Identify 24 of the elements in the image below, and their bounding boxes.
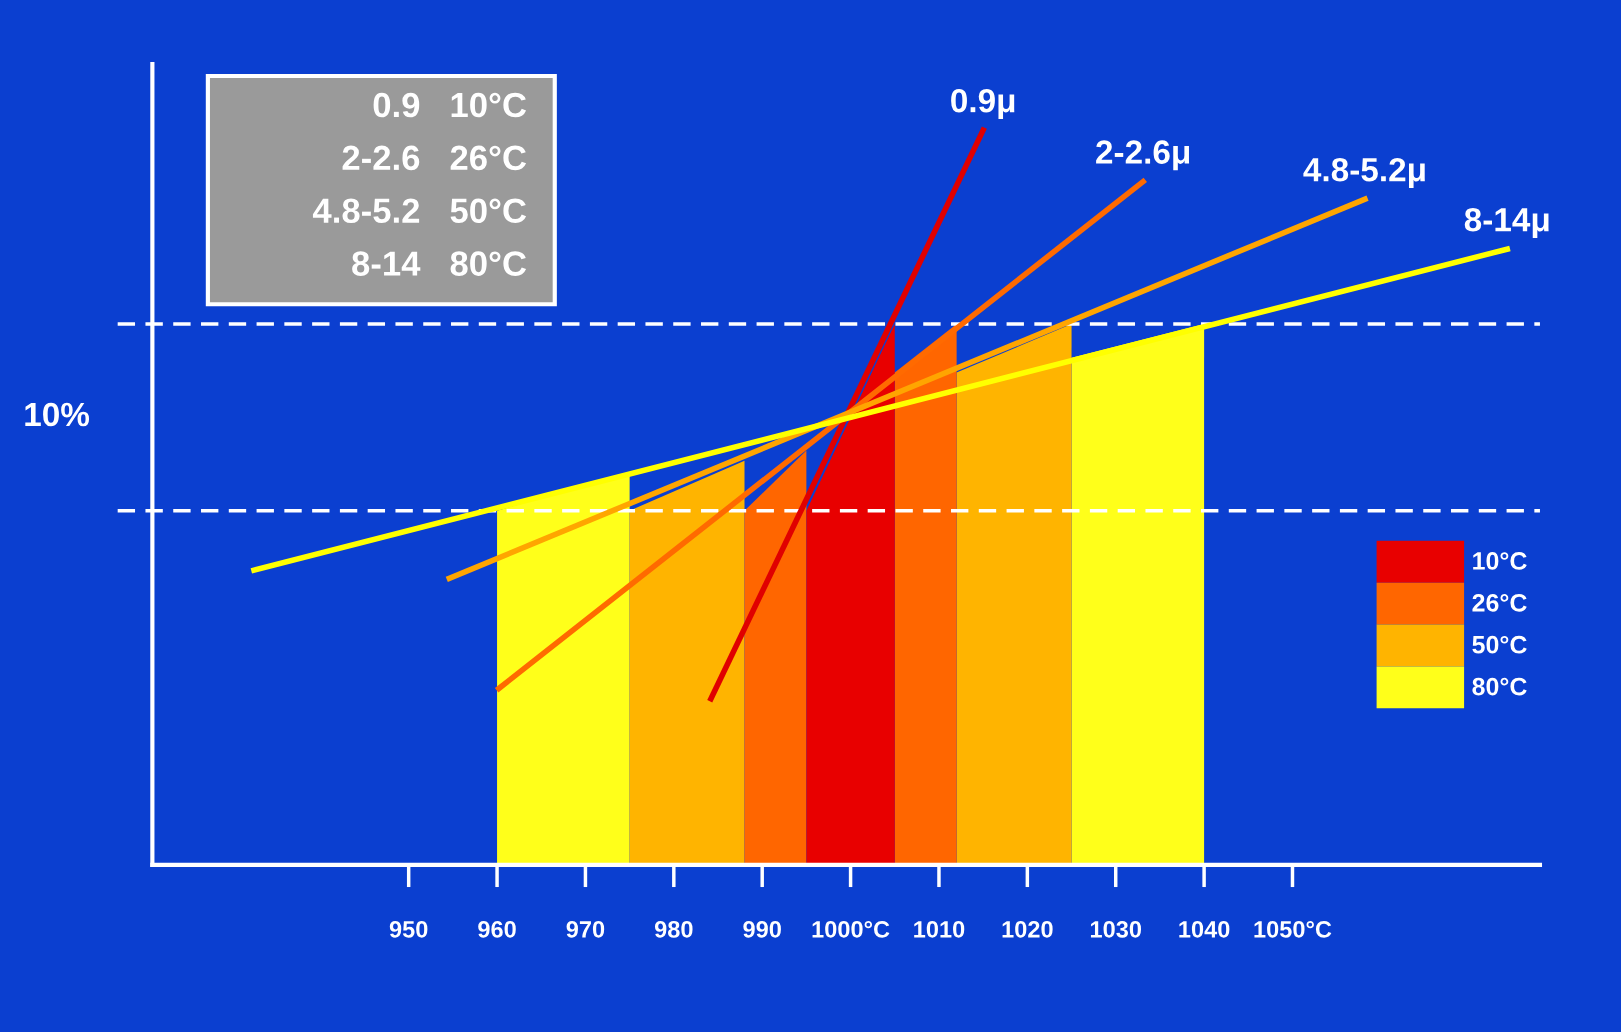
x-tick-label: 990 xyxy=(743,920,781,938)
legend-label: 26°C xyxy=(1472,593,1527,612)
x-tick-label: 1000°C xyxy=(812,920,890,938)
annotation: 8-14 80°C xyxy=(352,251,527,276)
x-tick-label: 1050°C xyxy=(1254,920,1332,938)
legend-label: 80°C xyxy=(1472,677,1527,696)
text: 0.9 10°C xyxy=(373,92,527,118)
annotation: 4.8-5.2 50°C xyxy=(312,198,527,224)
x-tick-label: 960 xyxy=(478,920,516,938)
series-label: 4.8-5.2μ xyxy=(1303,157,1425,188)
text: 10% xyxy=(25,402,90,427)
x-tick-label: 1020 xyxy=(1002,920,1053,938)
x-tick-label: 980 xyxy=(654,920,693,938)
series-label: 2-2.6μ xyxy=(1096,140,1190,171)
x-tick-label: 1040 xyxy=(1179,920,1230,938)
x-tick-label: 950 xyxy=(389,920,428,938)
x-tick-label: 970 xyxy=(566,920,605,938)
legend-label: 50°C xyxy=(1472,635,1527,654)
series-label: 0.9μ xyxy=(951,88,1015,119)
x-tick-label: 1010 xyxy=(914,920,965,938)
legend-label: 10°C xyxy=(1473,552,1527,570)
x-tick-label: 1030 xyxy=(1090,920,1142,938)
series-label: 8-14μ xyxy=(1464,207,1549,238)
annotation: 2-2.6 26°C xyxy=(342,145,527,171)
